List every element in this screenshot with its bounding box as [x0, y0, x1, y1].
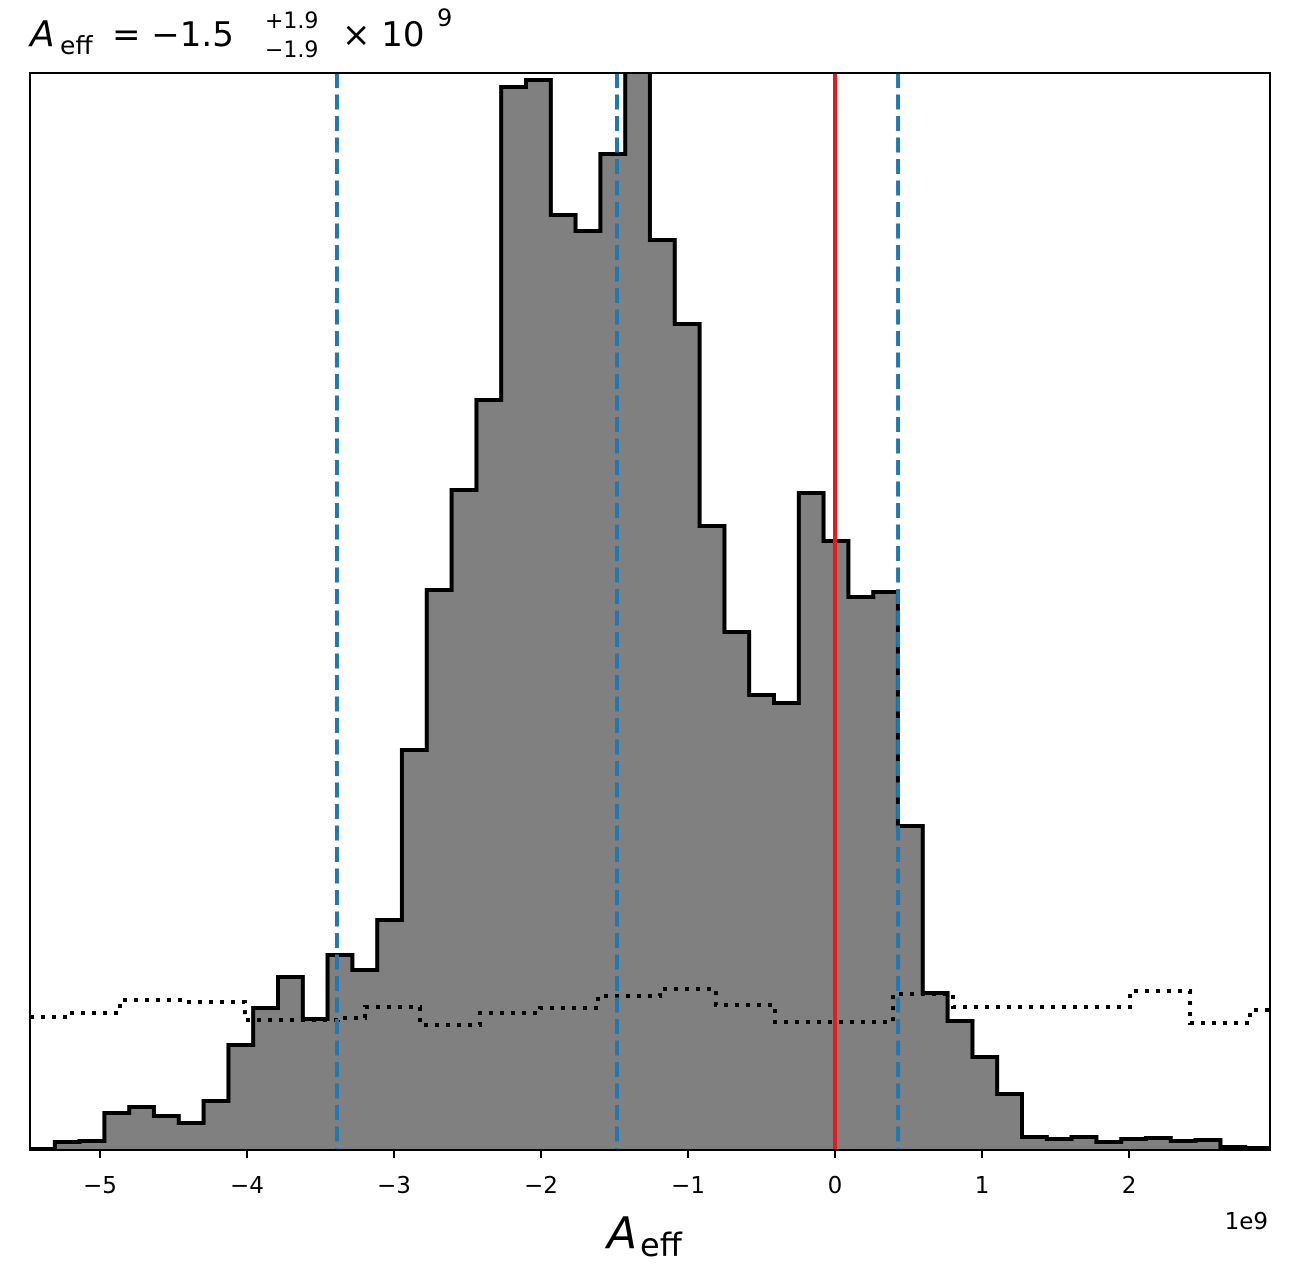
bar — [873, 592, 899, 1150]
bar — [203, 1101, 229, 1150]
bar — [1046, 1139, 1072, 1150]
bar — [699, 526, 725, 1150]
bar — [302, 1019, 328, 1150]
bar — [451, 490, 477, 1150]
bar — [278, 977, 304, 1150]
bar — [674, 324, 701, 1150]
step-outline — [30, 987, 1270, 1027]
bar-outline — [30, 73, 1270, 1150]
offset-text: 1e9 — [1225, 1209, 1268, 1235]
bar — [54, 1142, 80, 1150]
bar — [1022, 1137, 1048, 1150]
bar — [178, 1123, 205, 1150]
x-tick-label: −1 — [671, 1173, 705, 1199]
bar — [1195, 1140, 1221, 1150]
bar — [997, 1094, 1023, 1150]
bar — [972, 1057, 998, 1150]
bar — [501, 87, 527, 1150]
bar — [104, 1113, 130, 1150]
bar — [79, 1141, 105, 1150]
title-times: × 10 — [342, 15, 425, 55]
x-label-symbol: A — [604, 1208, 637, 1259]
bar — [1071, 1137, 1097, 1150]
bar — [526, 80, 552, 1150]
x-tick-label: −3 — [377, 1173, 411, 1199]
bar — [550, 215, 576, 1150]
bar — [625, 73, 651, 1150]
x-tick-label: 1 — [975, 1173, 990, 1199]
bar — [476, 400, 502, 1150]
bar — [377, 920, 403, 1150]
title-symbol: A — [28, 14, 55, 55]
bar — [129, 1107, 155, 1150]
title-lower: −1.9 — [265, 38, 318, 63]
bar — [798, 493, 824, 1150]
bar — [1170, 1141, 1197, 1150]
x-tick-label: −2 — [524, 1173, 558, 1199]
x-label-subscript: eff — [640, 1226, 683, 1264]
title-upper: +1.9 — [265, 9, 318, 34]
bar — [1121, 1139, 1147, 1150]
x-tick-label: 0 — [828, 1173, 843, 1199]
bar — [774, 703, 800, 1150]
bar — [649, 240, 676, 1150]
bar — [352, 970, 378, 1150]
bar — [153, 1116, 180, 1150]
bar — [228, 1045, 254, 1150]
x-tick-label: 2 — [1122, 1173, 1137, 1199]
bar — [253, 1008, 279, 1150]
labels: A eff = −1.5 +1.9 −1.9 × 10 9 A eff 1e9 … — [28, 4, 1268, 1264]
bar — [897, 826, 924, 1150]
x-tick-label: −5 — [83, 1173, 117, 1199]
bar — [848, 597, 874, 1150]
bar — [575, 231, 601, 1150]
bar — [749, 695, 775, 1150]
bar — [426, 590, 453, 1150]
title-subscript: eff — [60, 31, 93, 60]
bar — [1145, 1138, 1172, 1150]
bar — [922, 993, 949, 1150]
bar — [401, 750, 428, 1150]
bar — [724, 632, 750, 1150]
plot-area — [30, 73, 1270, 1150]
bar — [1096, 1142, 1122, 1150]
x-tick-label: −4 — [230, 1173, 264, 1199]
title-equals: = −1.5 — [112, 15, 234, 55]
bar — [600, 154, 626, 1150]
bar — [327, 955, 353, 1150]
title-exponent: 9 — [437, 4, 452, 32]
axes-frame — [29, 72, 1271, 1151]
bar — [947, 1021, 973, 1150]
